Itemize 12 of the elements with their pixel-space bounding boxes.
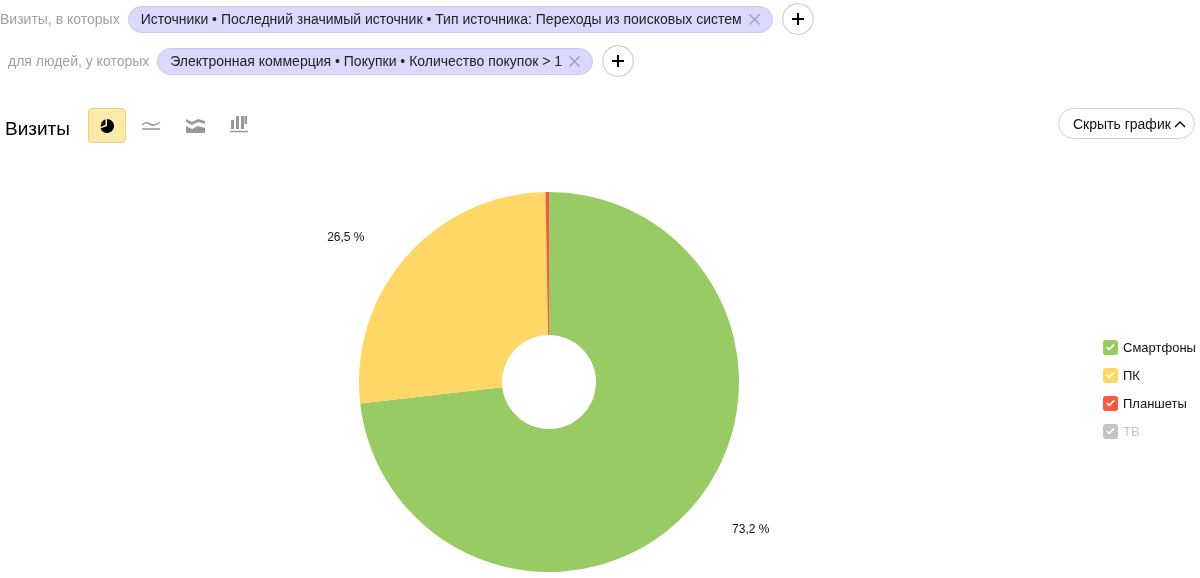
text: Визиты, в которых — [0, 11, 120, 27]
text: для людей, у которых — [8, 53, 150, 69]
hide-button: Скрыть график — [1058, 108, 1195, 139]
legend-label: Смартфоны — [1123, 340, 1196, 355]
legend-label: ТВ — [1123, 424, 1140, 439]
text: Визиты — [5, 118, 70, 139]
legend-label: Планшеты — [1123, 396, 1187, 411]
data-label: 73,2 % — [732, 521, 770, 536]
filter-chip: Источники • Последний значимый источник • Тип источника: Переходы из поисковых систем — [127, 5, 773, 33]
filter-chip: Электронная коммерция • Покупки • Количество покупок > 1 — [157, 47, 594, 75]
legend-label: ПК — [1123, 368, 1141, 383]
data-label: 26,5 % — [327, 230, 365, 245]
